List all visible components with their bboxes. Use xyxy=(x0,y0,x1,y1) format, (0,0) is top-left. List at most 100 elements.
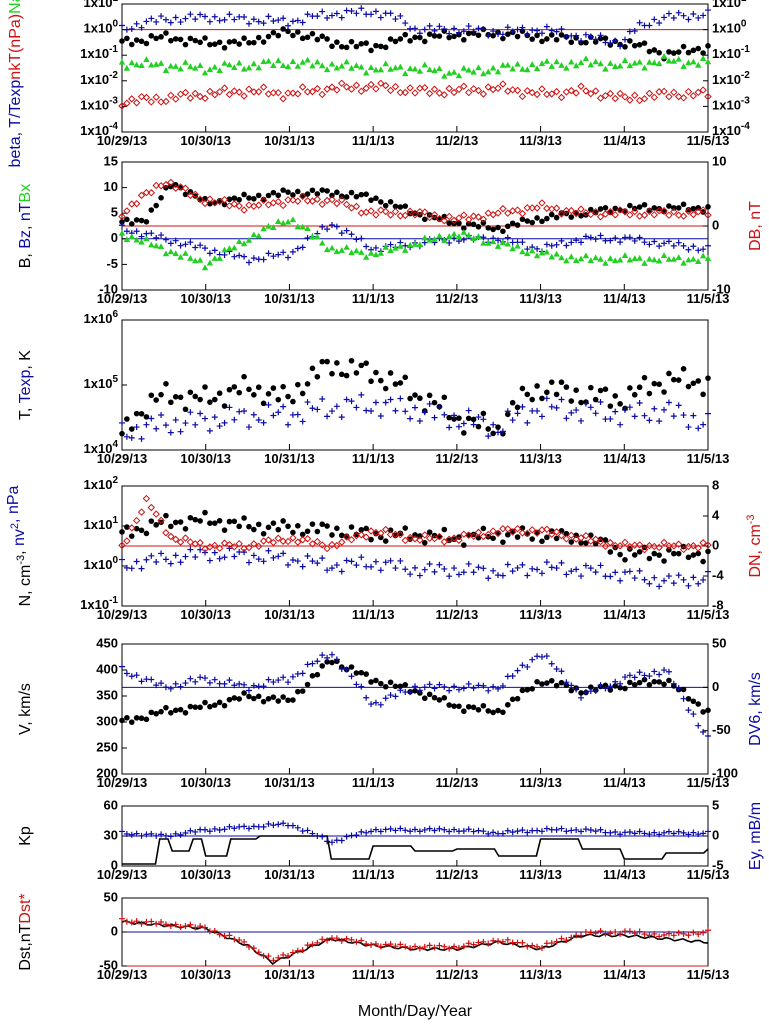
data-point xyxy=(294,824,301,831)
data-point xyxy=(123,433,130,440)
data-point xyxy=(465,940,472,947)
data-point xyxy=(500,228,506,235)
y-tick-label-right: -8 xyxy=(712,597,724,612)
data-point xyxy=(250,60,258,67)
data-point xyxy=(289,18,296,25)
data-point xyxy=(270,679,277,686)
x-tick-label: 11/2/13 xyxy=(436,967,479,982)
data-point xyxy=(402,374,409,381)
data-point xyxy=(607,549,614,555)
data-point xyxy=(665,10,672,17)
data-point xyxy=(558,26,565,33)
data-point xyxy=(670,932,677,939)
data-point xyxy=(461,37,467,43)
data-point xyxy=(627,679,633,686)
data-point xyxy=(343,557,350,564)
data-point xyxy=(279,95,287,103)
data-point xyxy=(270,554,277,561)
data-point xyxy=(221,246,228,253)
data-point xyxy=(631,59,638,66)
data-point xyxy=(421,234,428,241)
data-point xyxy=(583,540,589,546)
data-point xyxy=(260,400,267,407)
data-point xyxy=(387,65,394,72)
data-point xyxy=(328,60,336,67)
x-tick-label: 10/30/13 xyxy=(180,607,231,622)
data-point xyxy=(469,212,478,220)
data-point xyxy=(162,422,169,429)
data-point xyxy=(358,391,365,398)
data-point xyxy=(192,193,199,199)
data-point xyxy=(518,92,527,101)
data-point xyxy=(358,235,365,242)
data-point xyxy=(343,935,350,942)
x-tick-label: 11/2/13 xyxy=(436,451,479,466)
data-point xyxy=(358,41,365,47)
data-point xyxy=(646,417,653,424)
data-point xyxy=(391,530,400,539)
data-point xyxy=(480,828,487,835)
data-point xyxy=(207,399,213,405)
data-point xyxy=(284,89,292,97)
data-point xyxy=(181,534,190,542)
data-point xyxy=(646,682,653,688)
data-point xyxy=(148,392,155,399)
data-point xyxy=(435,89,444,97)
data-point xyxy=(368,701,375,708)
data-point xyxy=(446,702,452,708)
data-point xyxy=(153,35,159,42)
data-point xyxy=(324,659,330,665)
data-point xyxy=(646,831,653,838)
data-point xyxy=(192,516,199,523)
data-point xyxy=(636,41,643,48)
data-point xyxy=(601,91,610,100)
data-point xyxy=(128,565,135,572)
data-point xyxy=(587,257,594,264)
data-point xyxy=(378,43,384,50)
data-point xyxy=(152,61,160,67)
data-point xyxy=(621,674,628,681)
data-point xyxy=(475,423,482,430)
data-point xyxy=(280,26,286,32)
series-dot-0 xyxy=(119,357,711,437)
data-point xyxy=(685,256,692,263)
data-point xyxy=(597,536,604,543)
data-point xyxy=(470,569,477,576)
data-point xyxy=(324,838,331,845)
data-point xyxy=(626,404,633,411)
y-tick-label: 1x10-4 xyxy=(80,121,118,139)
data-point xyxy=(251,39,257,46)
data-point xyxy=(640,95,649,103)
data-point xyxy=(553,36,560,43)
data-point xyxy=(392,64,399,71)
data-point xyxy=(260,419,267,426)
data-point xyxy=(137,508,146,516)
data-point xyxy=(558,668,565,675)
data-point xyxy=(636,58,643,65)
data-point xyxy=(211,13,218,20)
data-point xyxy=(695,550,702,557)
data-point xyxy=(417,395,423,402)
data-point xyxy=(509,568,516,575)
data-point xyxy=(152,510,160,518)
data-point xyxy=(260,823,267,830)
data-point xyxy=(153,710,159,717)
data-point xyxy=(509,673,516,680)
x-tick-label: 11/5/13 xyxy=(687,133,730,148)
data-point xyxy=(695,722,702,729)
data-point xyxy=(469,532,478,540)
data-point xyxy=(250,16,257,23)
data-point xyxy=(236,696,242,702)
data-point xyxy=(548,530,556,538)
data-point xyxy=(123,918,130,925)
data-point xyxy=(553,404,560,411)
data-point xyxy=(679,94,688,102)
data-point xyxy=(616,256,624,263)
data-point xyxy=(421,208,429,216)
data-point xyxy=(450,534,458,542)
data-point xyxy=(270,189,277,196)
data-point xyxy=(548,253,555,260)
data-point xyxy=(553,58,560,65)
